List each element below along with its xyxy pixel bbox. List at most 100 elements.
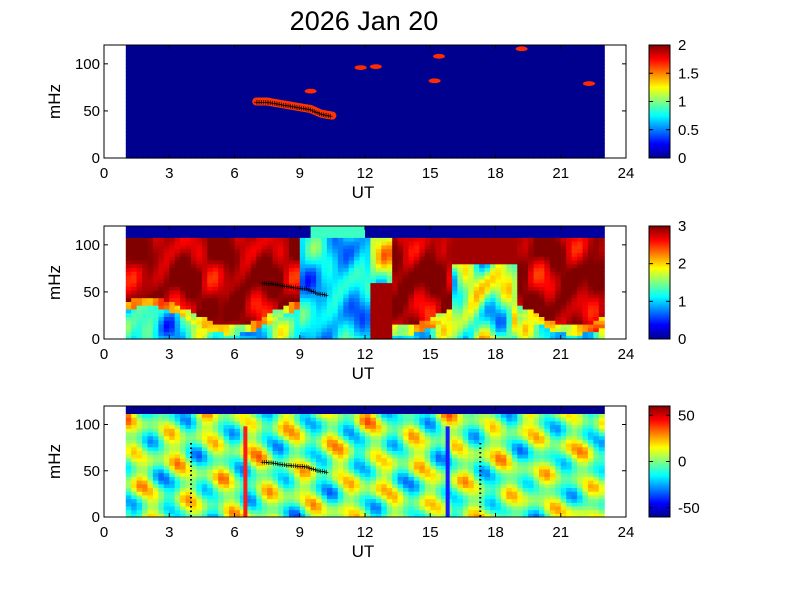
heatmap-cell — [419, 71, 426, 76]
heatmap-cell — [201, 252, 208, 257]
heatmap-cell — [201, 97, 208, 103]
heatmap-cell — [136, 323, 143, 329]
heatmap-cell — [457, 71, 464, 76]
heatmap-cell — [218, 94, 225, 99]
heatmap-cell — [185, 282, 192, 287]
heatmap-cell — [207, 226, 214, 231]
heatmap-cell — [343, 244, 350, 250]
heatmap-cell — [196, 116, 203, 121]
heatmap-cell — [446, 63, 453, 69]
heatmap-cell — [136, 278, 143, 284]
heatmap-cell — [136, 112, 143, 118]
heatmap-cell — [392, 48, 399, 54]
heatmap-cell — [267, 308, 274, 314]
heatmap-cell — [348, 256, 355, 261]
heatmap-cell — [310, 290, 317, 295]
heatmap-cell — [462, 316, 469, 321]
heatmap-cell — [207, 305, 214, 310]
heatmap-cell — [131, 116, 138, 121]
heatmap-cell — [125, 120, 132, 125]
heatmap-cell — [392, 112, 399, 118]
heatmap-cell — [310, 124, 317, 129]
heatmap-cell — [354, 233, 361, 238]
heatmap-cell — [528, 335, 535, 340]
heatmap-cell — [191, 263, 197, 269]
heatmap-cell — [305, 233, 312, 238]
heatmap-cell — [424, 278, 431, 284]
heatmap-cell — [283, 63, 290, 69]
heatmap-cell — [375, 293, 382, 299]
heatmap-cell — [180, 56, 187, 61]
heatmap-cell — [375, 308, 382, 314]
heatmap-cell — [142, 82, 149, 88]
heatmap-cell — [386, 275, 393, 280]
heatmap-cell — [131, 286, 138, 291]
heatmap-cell — [555, 71, 562, 76]
heatmap-cell — [234, 52, 241, 57]
heatmap-cell — [528, 320, 535, 325]
heatmap-cell — [587, 105, 594, 110]
heatmap-cell — [234, 241, 241, 246]
heatmap-cell — [408, 323, 415, 329]
heatmap-cell — [185, 52, 192, 57]
heatmap-cell — [435, 327, 442, 333]
heatmap-cell — [147, 252, 154, 257]
heatmap-cell — [337, 229, 344, 235]
heatmap-cell — [408, 124, 415, 129]
heatmap-cell — [152, 263, 159, 269]
heatmap-cell — [288, 335, 295, 340]
heatmap-cell — [229, 293, 236, 299]
heatmap-cell — [343, 290, 350, 295]
heatmap-cell — [245, 308, 252, 314]
heatmap-cell — [278, 241, 284, 246]
heatmap-cell — [403, 286, 410, 291]
heatmap-cell — [229, 146, 236, 152]
heatmap-cell — [479, 150, 486, 155]
heatmap-cell — [500, 305, 507, 310]
heatmap-cell — [152, 286, 159, 291]
heatmap-cell — [321, 56, 328, 61]
heatmap-cell — [413, 135, 420, 140]
heatmap-cell — [207, 101, 214, 106]
heatmap-cell — [136, 263, 143, 269]
heatmap-cell — [446, 252, 453, 257]
heatmap-cell — [288, 286, 295, 291]
heatmap-cell — [419, 48, 426, 54]
heatmap-cell — [375, 229, 382, 235]
peak-marker: + — [264, 97, 269, 107]
heatmap-cell — [239, 290, 246, 295]
heatmap-cell — [413, 131, 420, 136]
heatmap-cell — [484, 139, 491, 144]
heatmap-cell — [147, 63, 154, 69]
heatmap-cell — [321, 312, 328, 317]
heatmap-cell — [234, 135, 241, 140]
heatmap-cell — [294, 229, 301, 235]
heatmap-cell — [365, 286, 371, 291]
heatmap-cell — [245, 278, 252, 284]
heatmap-cell — [392, 248, 399, 253]
heatmap-cell — [462, 331, 469, 336]
heatmap-cell — [305, 297, 312, 302]
heatmap-cell — [381, 226, 388, 231]
heatmap-cell — [223, 78, 230, 84]
heatmap-cell — [598, 75, 605, 80]
heatmap-cell — [158, 154, 165, 159]
heatmap-cell — [413, 82, 420, 88]
heatmap-cell — [462, 101, 469, 106]
heatmap-cell — [430, 150, 437, 155]
heatmap-cell — [261, 142, 268, 148]
heatmap-cell — [174, 97, 181, 103]
heatmap-cell — [316, 82, 323, 88]
heatmap-cell — [484, 323, 491, 329]
heatmap-cell — [125, 248, 132, 253]
heatmap-cell — [316, 233, 323, 238]
heatmap-cell — [473, 275, 480, 280]
heatmap-cell — [424, 139, 431, 144]
heatmap-cell — [212, 67, 219, 72]
heatmap-cell — [234, 293, 241, 299]
heatmap-cell — [598, 150, 605, 155]
heatmap-cell — [234, 116, 241, 121]
heatmap-cell — [511, 297, 518, 302]
heatmap-cell — [201, 142, 208, 148]
heatmap-cell — [272, 52, 279, 57]
